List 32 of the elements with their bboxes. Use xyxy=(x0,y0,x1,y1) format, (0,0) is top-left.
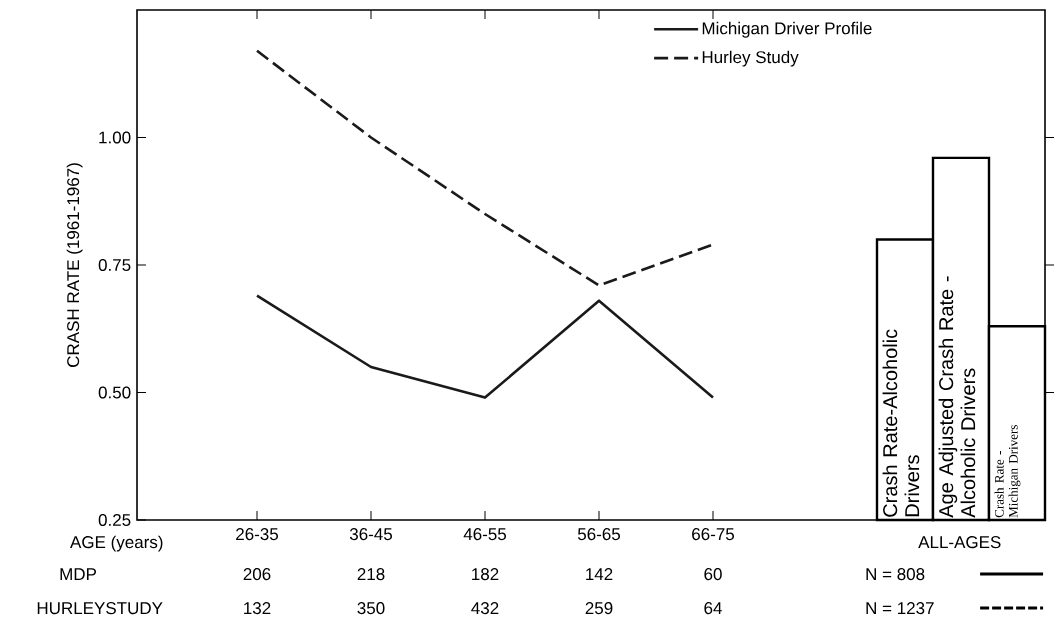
x-tick-label: 66-75 xyxy=(692,528,735,541)
legend-label: Hurley Study xyxy=(702,50,799,67)
y-tick-label: 1.00 xyxy=(99,131,131,144)
x-axis-title: ALL-AGES xyxy=(918,536,1001,549)
x-axis-title: AGE (years) xyxy=(70,535,163,552)
x-tick-label: Crash Rate-Alcoholic Drivers xyxy=(882,329,920,517)
x-tick-label: Crash Rate - Michigan Drivers xyxy=(994,425,1021,518)
text: 259 xyxy=(585,602,613,615)
legend-label: Michigan Driver Profile xyxy=(702,21,872,38)
x-tick-label: 56-65 xyxy=(577,528,621,541)
text: N = 1237 xyxy=(866,602,934,615)
text: 432 xyxy=(471,602,499,615)
text: N = 808 xyxy=(866,568,925,581)
text: MDP xyxy=(60,568,97,580)
text: 218 xyxy=(357,568,385,581)
text: 64 xyxy=(704,602,722,615)
y-tick-label: 0.25 xyxy=(98,513,131,527)
text: HURLEYSTUDY xyxy=(37,602,163,615)
text: 132 xyxy=(244,602,271,615)
text: 350 xyxy=(357,602,385,615)
text: 182 xyxy=(472,568,499,581)
x-tick-label: Age Adjusted Crash Rate - Alcoholic Drivers xyxy=(938,276,976,518)
line-series xyxy=(255,294,715,399)
text: 206 xyxy=(243,568,271,581)
text: 60 xyxy=(704,568,722,581)
y-axis-title: CRASH RATE (1961-1967) xyxy=(66,163,83,367)
y-tick-label: 0.50 xyxy=(98,386,131,399)
x-tick-label: 26-35 xyxy=(236,528,279,541)
x-tick-label: 36-45 xyxy=(349,528,393,541)
x-tick-label: 46-55 xyxy=(463,528,507,541)
y-tick-label: 0.75 xyxy=(98,258,131,272)
text: 142 xyxy=(586,568,613,580)
